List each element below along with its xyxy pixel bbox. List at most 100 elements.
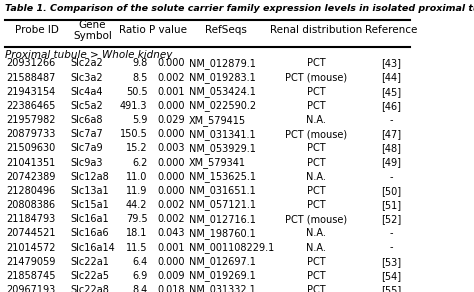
Text: 21858745: 21858745 [7, 271, 56, 281]
Text: Probe ID: Probe ID [15, 25, 59, 35]
Text: NM_022590.2: NM_022590.2 [189, 100, 256, 111]
Text: 0.018: 0.018 [158, 285, 185, 292]
Text: [44]: [44] [381, 73, 401, 83]
Text: Slc13a1: Slc13a1 [71, 186, 109, 196]
Text: 20879733: 20879733 [7, 129, 56, 139]
Text: [54]: [54] [381, 271, 401, 281]
Text: Slc15a1: Slc15a1 [71, 200, 109, 210]
Text: -: - [389, 172, 393, 182]
Text: 0.043: 0.043 [158, 228, 185, 238]
Text: NM_019269.1: NM_019269.1 [189, 270, 256, 281]
Text: 11.0: 11.0 [126, 172, 147, 182]
Text: 0.000: 0.000 [158, 129, 185, 139]
Text: 44.2: 44.2 [126, 200, 147, 210]
Text: Slc3a2: Slc3a2 [71, 73, 103, 83]
Text: 11.5: 11.5 [126, 243, 147, 253]
Text: 20744521: 20744521 [7, 228, 56, 238]
Text: N.A.: N.A. [307, 228, 326, 238]
Text: [49]: [49] [381, 158, 401, 168]
Text: 0.000: 0.000 [158, 257, 185, 267]
Text: 150.5: 150.5 [119, 129, 147, 139]
Text: 21184793: 21184793 [7, 214, 56, 224]
Text: Slc9a3: Slc9a3 [71, 158, 103, 168]
Text: 5.9: 5.9 [132, 115, 147, 125]
Text: N.A.: N.A. [307, 115, 326, 125]
Text: 0.000: 0.000 [158, 101, 185, 111]
Text: 21479059: 21479059 [7, 257, 56, 267]
Text: 0.001: 0.001 [158, 243, 185, 253]
Text: 0.000: 0.000 [158, 58, 185, 68]
Text: Ratio: Ratio [119, 25, 146, 35]
Text: PCT: PCT [307, 257, 326, 267]
Text: Slc6a8: Slc6a8 [71, 115, 103, 125]
Text: Slc22a1: Slc22a1 [71, 257, 109, 267]
Text: N.A.: N.A. [307, 172, 326, 182]
Text: [48]: [48] [381, 143, 401, 153]
Text: 6.2: 6.2 [132, 158, 147, 168]
Text: 20967193: 20967193 [7, 285, 56, 292]
Text: [46]: [46] [381, 101, 401, 111]
Text: -: - [389, 243, 393, 253]
Text: PCT: PCT [307, 58, 326, 68]
Text: PCT: PCT [307, 285, 326, 292]
Text: RefSeqs: RefSeqs [205, 25, 247, 35]
Text: 15.2: 15.2 [126, 143, 147, 153]
Text: 8.5: 8.5 [132, 73, 147, 83]
Text: PCT: PCT [307, 200, 326, 210]
Text: 491.3: 491.3 [120, 101, 147, 111]
Text: 21943154: 21943154 [7, 87, 56, 97]
Text: 21014572: 21014572 [7, 243, 56, 253]
Text: [52]: [52] [381, 214, 401, 224]
Text: 21509630: 21509630 [7, 143, 56, 153]
Text: NM_031341.1: NM_031341.1 [189, 129, 256, 140]
Text: Slc16a6: Slc16a6 [71, 228, 109, 238]
Text: Slc12a8: Slc12a8 [71, 172, 109, 182]
Text: PCT: PCT [307, 158, 326, 168]
Text: 21280496: 21280496 [7, 186, 56, 196]
Text: NM_012879.1: NM_012879.1 [189, 58, 256, 69]
Text: 21957982: 21957982 [7, 115, 56, 125]
Text: P value: P value [149, 25, 187, 35]
Text: Slc22a8: Slc22a8 [71, 285, 109, 292]
Text: [45]: [45] [381, 87, 401, 97]
Text: 0.000: 0.000 [158, 172, 185, 182]
Text: 11.9: 11.9 [126, 186, 147, 196]
Text: Slc2a2: Slc2a2 [71, 58, 103, 68]
Text: PCT: PCT [307, 101, 326, 111]
Text: Slc7a9: Slc7a9 [71, 143, 103, 153]
Text: NM_031332.1: NM_031332.1 [189, 285, 256, 292]
Text: N.A.: N.A. [307, 243, 326, 253]
Text: Slc16a1: Slc16a1 [71, 214, 109, 224]
Text: 0.000: 0.000 [158, 158, 185, 168]
Text: 9.8: 9.8 [132, 58, 147, 68]
Text: 0.002: 0.002 [158, 200, 185, 210]
Text: [51]: [51] [381, 200, 401, 210]
Text: Slc22a5: Slc22a5 [71, 271, 109, 281]
Text: Renal distribution: Renal distribution [270, 25, 363, 35]
Text: Slc16a14: Slc16a14 [71, 243, 115, 253]
Text: 0.009: 0.009 [158, 271, 185, 281]
Text: PCT: PCT [307, 186, 326, 196]
Text: 22386465: 22386465 [7, 101, 56, 111]
Text: 79.5: 79.5 [126, 214, 147, 224]
Text: 8.4: 8.4 [132, 285, 147, 292]
Text: 21041351: 21041351 [7, 158, 56, 168]
Text: NM_053929.1: NM_053929.1 [189, 143, 256, 154]
Text: 20931266: 20931266 [7, 58, 56, 68]
Text: 50.5: 50.5 [126, 87, 147, 97]
Text: [55]: [55] [381, 285, 401, 292]
Text: Slc4a4: Slc4a4 [71, 87, 103, 97]
Text: PCT (mouse): PCT (mouse) [285, 214, 347, 224]
Text: Table 1. Comparison of the solute carrier family expression levels in isolated p: Table 1. Comparison of the solute carrie… [5, 4, 474, 13]
Text: [53]: [53] [381, 257, 401, 267]
Text: Gene
Symbol: Gene Symbol [73, 20, 112, 41]
Text: PCT (mouse): PCT (mouse) [285, 73, 347, 83]
Text: [50]: [50] [381, 186, 401, 196]
Text: PCT: PCT [307, 143, 326, 153]
Text: 0.003: 0.003 [158, 143, 185, 153]
Text: [43]: [43] [381, 58, 401, 68]
Text: NM_198760.1: NM_198760.1 [189, 228, 256, 239]
Text: NM_057121.1: NM_057121.1 [189, 200, 256, 211]
Text: 21588487: 21588487 [7, 73, 56, 83]
Text: NM_012716.1: NM_012716.1 [189, 214, 256, 225]
